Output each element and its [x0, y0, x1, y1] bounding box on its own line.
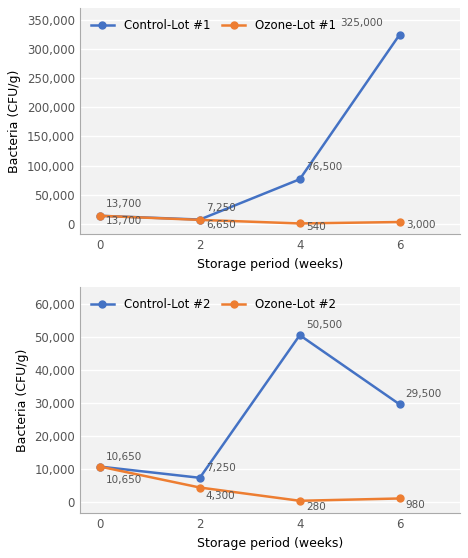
- Text: 980: 980: [406, 500, 425, 510]
- Line: Control-Lot #1: Control-Lot #1: [96, 31, 403, 223]
- Line: Control-Lot #2: Control-Lot #2: [96, 331, 403, 481]
- Control-Lot #2: [397, 401, 402, 408]
- Ozone-Lot #1: [297, 220, 303, 227]
- Y-axis label: Bacteria (CFU/g): Bacteria (CFU/g): [8, 70, 22, 173]
- Control-Lot #2: [97, 463, 102, 470]
- Text: 7,250: 7,250: [206, 203, 235, 213]
- Ozone-Lot #1: [97, 213, 102, 219]
- Text: 29,500: 29,500: [406, 389, 442, 400]
- Line: Ozone-Lot #2: Ozone-Lot #2: [96, 463, 403, 504]
- Ozone-Lot #1: [397, 219, 402, 225]
- Control-Lot #1: [397, 31, 402, 38]
- Text: 280: 280: [306, 502, 326, 512]
- Ozone-Lot #2: [297, 497, 303, 504]
- Text: 50,500: 50,500: [306, 320, 342, 330]
- Ozone-Lot #2: [97, 463, 102, 470]
- Text: 10,650: 10,650: [106, 475, 142, 485]
- Y-axis label: Bacteria (CFU/g): Bacteria (CFU/g): [16, 349, 29, 452]
- Legend: Control-Lot #2, Ozone-Lot #2: Control-Lot #2, Ozone-Lot #2: [86, 294, 341, 316]
- Text: 325,000: 325,000: [340, 17, 382, 27]
- Control-Lot #2: [297, 332, 303, 339]
- Text: 76,500: 76,500: [306, 162, 342, 172]
- Control-Lot #1: [197, 216, 203, 223]
- Control-Lot #2: [197, 474, 203, 481]
- Text: 13,700: 13,700: [106, 217, 142, 227]
- Text: 10,650: 10,650: [106, 451, 142, 461]
- Line: Ozone-Lot #1: Ozone-Lot #1: [96, 213, 403, 227]
- Ozone-Lot #2: [397, 495, 402, 502]
- Legend: Control-Lot #1, Ozone-Lot #1: Control-Lot #1, Ozone-Lot #1: [86, 15, 341, 37]
- Text: 7,250: 7,250: [206, 463, 235, 473]
- X-axis label: Storage period (weeks): Storage period (weeks): [197, 537, 343, 550]
- Ozone-Lot #2: [197, 484, 203, 491]
- X-axis label: Storage period (weeks): Storage period (weeks): [197, 258, 343, 271]
- Text: 3,000: 3,000: [406, 220, 435, 230]
- Control-Lot #1: [97, 213, 102, 219]
- Control-Lot #1: [297, 176, 303, 182]
- Text: 4,300: 4,300: [206, 490, 235, 501]
- Text: 540: 540: [306, 222, 326, 232]
- Ozone-Lot #1: [197, 217, 203, 223]
- Text: 13,700: 13,700: [106, 199, 142, 209]
- Text: 6,650: 6,650: [206, 220, 235, 230]
